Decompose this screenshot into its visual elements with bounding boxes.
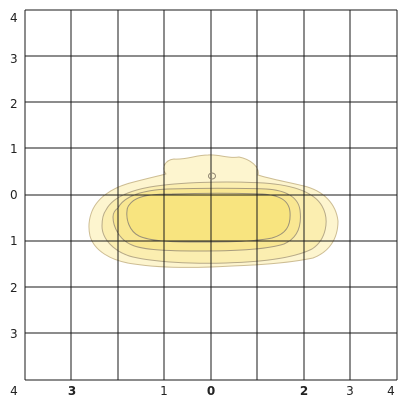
x-tick-label: 3 [68, 384, 76, 398]
hotspot-layer [208, 172, 216, 180]
grid [24, 9, 398, 381]
x-tick-label: 4 [10, 384, 18, 398]
x-tick-label: 0 [207, 384, 215, 398]
contour-level-4 [126, 192, 291, 243]
y-tick-label: 4 [10, 11, 18, 25]
y-tick-label: 3 [10, 327, 18, 341]
y-tick-label: 3 [10, 52, 18, 66]
y-tick-label: 2 [10, 281, 18, 295]
hotspot-marker [208, 172, 216, 180]
x-tick-label: 1 [160, 384, 168, 398]
y-tick-label: 0 [10, 188, 18, 202]
x-tick-label: 2 [300, 384, 308, 398]
x-tick-label: 4 [387, 384, 395, 398]
y-tick-label: 2 [10, 97, 18, 111]
contour-layer [88, 154, 339, 268]
y-tick-label: 1 [10, 142, 18, 156]
y-axis-ticks: 4 3 2 1 0 1 2 3 [10, 11, 18, 341]
x-axis-ticks: 4 3 1 0 2 3 4 [10, 384, 395, 398]
y-tick-label: 1 [10, 234, 18, 248]
x-tick-label: 3 [346, 384, 354, 398]
